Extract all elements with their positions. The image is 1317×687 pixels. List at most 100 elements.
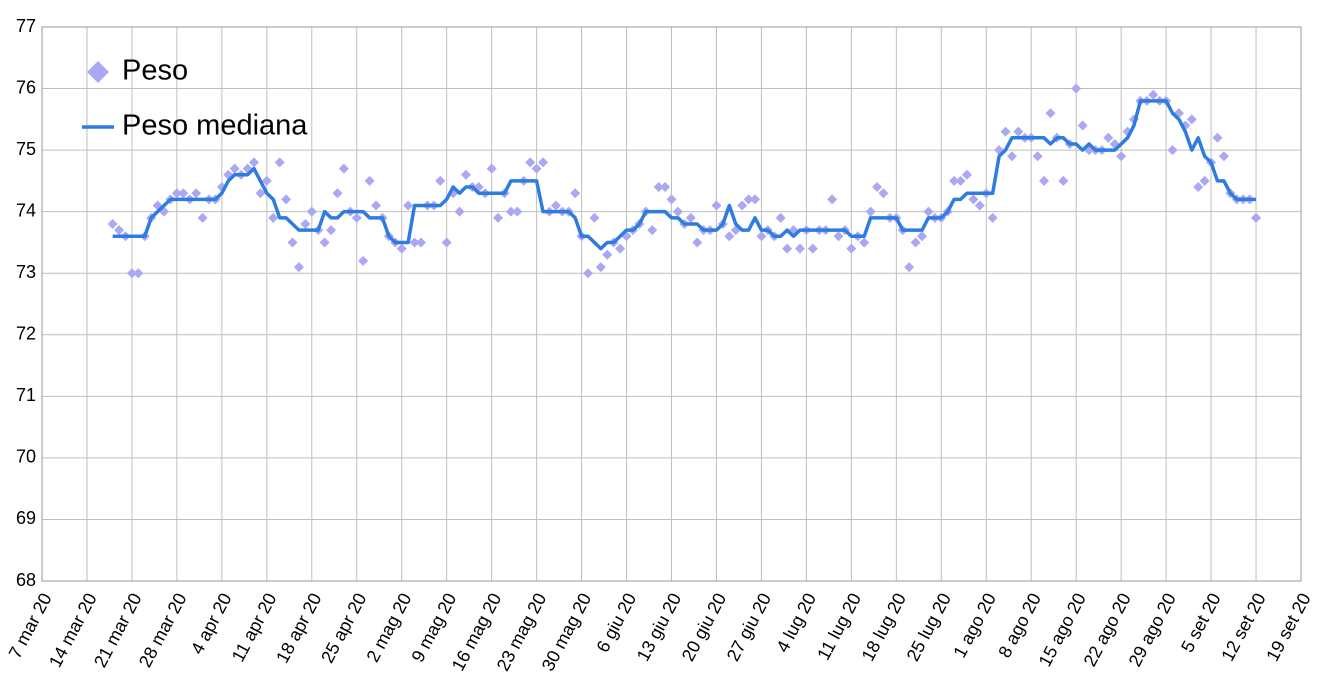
data-point (859, 237, 870, 248)
data-point (332, 188, 343, 199)
data-point (974, 200, 985, 211)
data-point (409, 237, 420, 248)
data-point (403, 200, 414, 211)
data-point (171, 188, 182, 199)
data-point (595, 262, 606, 273)
median-line (112, 99, 1257, 251)
data-point (133, 268, 144, 279)
data-point (775, 212, 786, 223)
data-point (961, 169, 972, 180)
data-point (371, 200, 382, 211)
data-point (570, 188, 581, 199)
data-point (338, 163, 349, 174)
data-point (1218, 151, 1229, 162)
data-point (255, 188, 266, 199)
data-point (531, 163, 542, 174)
data-point (955, 175, 966, 186)
x-tick-label: 18 lug 20 (858, 590, 910, 665)
data-point (1013, 126, 1024, 137)
data-point (660, 182, 671, 193)
data-point (737, 200, 748, 211)
data-point (441, 237, 452, 248)
data-point (602, 249, 613, 260)
x-tick-label: 11 lug 20 (813, 590, 865, 664)
data-point (248, 157, 259, 168)
data-point (904, 262, 915, 273)
data-point (415, 237, 426, 248)
data-point (300, 218, 311, 229)
data-point (878, 188, 889, 199)
data-point (647, 225, 658, 236)
data-point (486, 163, 497, 174)
data-point (178, 188, 189, 199)
data-point (1193, 182, 1204, 193)
data-point (114, 225, 125, 236)
data-point (274, 157, 285, 168)
data-point (306, 206, 317, 217)
data-point (743, 194, 754, 205)
data-point (396, 243, 407, 254)
data-point (1116, 151, 1127, 162)
data-point (1071, 83, 1082, 94)
data-point (493, 212, 504, 223)
data-point (1006, 151, 1017, 162)
y-tick-label: 75 (16, 139, 36, 159)
y-tick-label: 77 (16, 16, 36, 36)
data-point (1212, 132, 1223, 143)
data-point (229, 163, 240, 174)
data-point (653, 182, 664, 193)
data-point (107, 218, 118, 229)
data-point (910, 237, 921, 248)
legend-marker (87, 61, 109, 83)
y-tick-label: 74 (16, 200, 36, 220)
data-point (293, 262, 304, 273)
y-tick-label: 72 (16, 324, 36, 344)
data-point (538, 157, 549, 168)
data-point (1251, 212, 1262, 223)
legend-label: Peso mediana (122, 110, 308, 142)
data-point (505, 206, 516, 217)
x-tick-label: 5 set 20 (1177, 590, 1225, 656)
data-point (711, 200, 722, 211)
data-point (550, 200, 561, 211)
x-tick-label: 27 giu 20 (723, 590, 775, 665)
data-point (1000, 126, 1011, 137)
data-point (191, 188, 202, 199)
data-point (1167, 145, 1178, 156)
data-point (582, 268, 593, 279)
data-point (794, 243, 805, 254)
data-point (827, 194, 838, 205)
y-tick-label: 68 (16, 570, 36, 590)
data-point (782, 243, 793, 254)
x-tick-label: 1 ago 20 (949, 590, 1000, 661)
legend-label: Peso (122, 55, 188, 87)
data-point (319, 237, 330, 248)
data-point (615, 243, 626, 254)
x-tick-label: 13 giu 20 (633, 590, 685, 665)
y-tick-label: 69 (16, 508, 36, 528)
data-point (1199, 175, 1210, 186)
data-point (1077, 120, 1088, 131)
data-point (281, 194, 292, 205)
data-point (1103, 132, 1114, 143)
x-tick-label: 25 lug 20 (903, 590, 955, 665)
x-tick-label: 7 mar 20 (5, 590, 56, 662)
data-point (435, 175, 446, 186)
data-point (589, 212, 600, 223)
data-point (351, 212, 362, 223)
y-tick-label: 71 (16, 385, 36, 405)
data-point (865, 206, 876, 217)
data-point (268, 212, 279, 223)
data-point (750, 194, 761, 205)
data-point (1045, 108, 1056, 119)
data-point (261, 175, 272, 186)
data-point (872, 182, 883, 193)
y-tick-label: 70 (16, 447, 36, 467)
data-point (666, 194, 677, 205)
x-tick-label: 20 giu 20 (678, 590, 730, 665)
data-point (685, 212, 696, 223)
data-point (525, 157, 536, 168)
x-tick-label: 4 apr 20 (187, 590, 236, 658)
x-tick-label: 11 apr 20 (228, 590, 281, 665)
